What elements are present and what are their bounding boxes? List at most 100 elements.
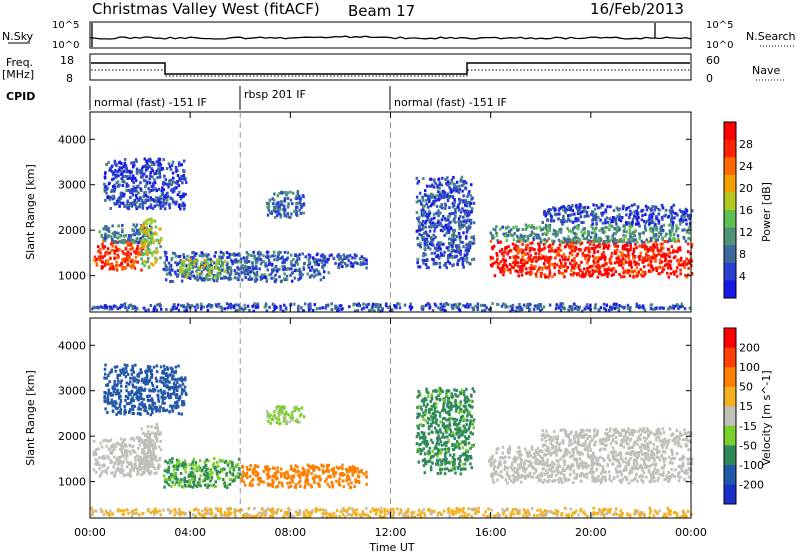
heatmap-cell xyxy=(621,275,624,278)
heatmap-cell xyxy=(444,303,447,306)
heatmap-cell xyxy=(521,274,524,277)
ytick-label: 2000 xyxy=(58,224,86,237)
heatmap-cell xyxy=(443,251,446,254)
heatmap-cell xyxy=(136,224,139,227)
heatmap-cell xyxy=(114,169,117,172)
heatmap-cell xyxy=(287,197,290,200)
heatmap-cell xyxy=(581,211,584,214)
heatmap-cell xyxy=(157,172,160,175)
heatmap-cell xyxy=(440,308,443,311)
heatmap-cell xyxy=(593,247,596,250)
heatmap-cell xyxy=(545,256,548,259)
heatmap-cell xyxy=(124,247,127,250)
heatmap-cell xyxy=(520,234,523,237)
heatmap-cell xyxy=(458,232,461,235)
heatmap-cell xyxy=(352,474,355,477)
heatmap-cell xyxy=(110,190,113,193)
ytick-label: 4000 xyxy=(58,133,86,146)
heatmap-cell xyxy=(562,205,565,208)
heatmap-cell xyxy=(470,219,473,222)
heatmap-cell xyxy=(121,167,124,170)
heatmap-cell xyxy=(328,271,331,274)
heatmap-cell xyxy=(181,464,184,467)
heatmap-cell xyxy=(525,224,528,227)
heatmap-cell xyxy=(159,457,162,460)
heatmap-cell xyxy=(183,207,186,210)
heatmap-cell xyxy=(178,164,181,167)
heatmap-cell xyxy=(527,235,530,238)
heatmap-cell xyxy=(429,185,432,188)
heatmap-cell xyxy=(599,229,602,232)
heatmap-cell xyxy=(231,463,234,466)
heatmap-cell xyxy=(592,272,595,275)
heatmap-cell xyxy=(603,246,606,249)
heatmap-cell xyxy=(471,258,474,261)
heatmap-cell xyxy=(151,431,154,434)
heatmap-cell xyxy=(589,265,592,268)
heatmap-cell xyxy=(317,263,320,266)
heatmap-cell xyxy=(467,201,470,204)
heatmap-cell xyxy=(585,307,588,310)
heatmap-cell xyxy=(602,231,605,234)
heatmap-cell xyxy=(546,218,549,221)
heatmap-cell xyxy=(178,484,181,487)
heatmap-cell xyxy=(150,304,153,307)
heatmap-cell xyxy=(147,308,150,311)
heatmap-cell xyxy=(151,219,154,222)
heatmap-cell xyxy=(268,205,271,208)
heatmap-cell xyxy=(533,248,536,251)
heatmap-cell xyxy=(461,184,464,187)
heatmap-cell xyxy=(307,483,310,486)
heatmap-cell xyxy=(246,466,249,469)
heatmap-cell xyxy=(529,273,532,276)
heatmap-cell xyxy=(102,266,105,269)
heatmap-cell xyxy=(592,255,595,258)
heatmap-cell xyxy=(428,303,431,306)
heatmap-cell xyxy=(258,267,261,270)
heatmap-cell xyxy=(579,203,582,206)
nsearch-label: N.Search xyxy=(746,30,796,43)
heatmap-cell xyxy=(181,163,184,166)
heatmap-cell xyxy=(462,266,465,269)
heatmap-cell xyxy=(418,229,421,232)
heatmap-cell xyxy=(595,213,598,216)
heatmap-cell xyxy=(132,467,135,470)
heatmap-cell xyxy=(615,303,618,306)
heatmap-cell xyxy=(628,216,631,219)
ytick-label: 3000 xyxy=(58,179,86,192)
heatmap-cell xyxy=(215,480,218,483)
heatmap-cell xyxy=(628,206,631,209)
heatmap-cell xyxy=(598,308,601,311)
heatmap-cell xyxy=(200,261,203,264)
heatmap-cell xyxy=(670,272,673,275)
heatmap-cell xyxy=(470,210,473,213)
heatmap-cell xyxy=(429,221,432,224)
heatmap-cell xyxy=(198,469,201,472)
heatmap-cell xyxy=(654,259,657,262)
heatmap-cell xyxy=(163,486,166,489)
heatmap-cell xyxy=(456,235,459,238)
heatmap-cell xyxy=(139,181,142,184)
heatmap-cell xyxy=(430,237,433,240)
heatmap-cell xyxy=(312,256,315,259)
heatmap-cell xyxy=(125,457,128,460)
heatmap-cell xyxy=(428,307,431,310)
heatmap-cell xyxy=(672,237,675,240)
heatmap-cell xyxy=(612,216,615,219)
heatmap-cell xyxy=(468,246,471,249)
heatmap-cell xyxy=(329,476,332,479)
heatmap-cell xyxy=(110,167,113,170)
heatmap-cell xyxy=(158,445,161,448)
heatmap-cell xyxy=(416,182,419,185)
heatmap-cell xyxy=(338,480,341,483)
heatmap-cell xyxy=(314,263,317,266)
heatmap-cell xyxy=(108,263,111,266)
heatmap-cell xyxy=(627,248,630,251)
heatmap-cell xyxy=(622,205,625,208)
heatmap-cell xyxy=(449,253,452,256)
heatmap-cell xyxy=(149,181,152,184)
heatmap-cell xyxy=(97,245,100,248)
heatmap-cell xyxy=(121,455,124,458)
heatmap-cell xyxy=(191,251,194,254)
heatmap-cell xyxy=(632,275,635,278)
